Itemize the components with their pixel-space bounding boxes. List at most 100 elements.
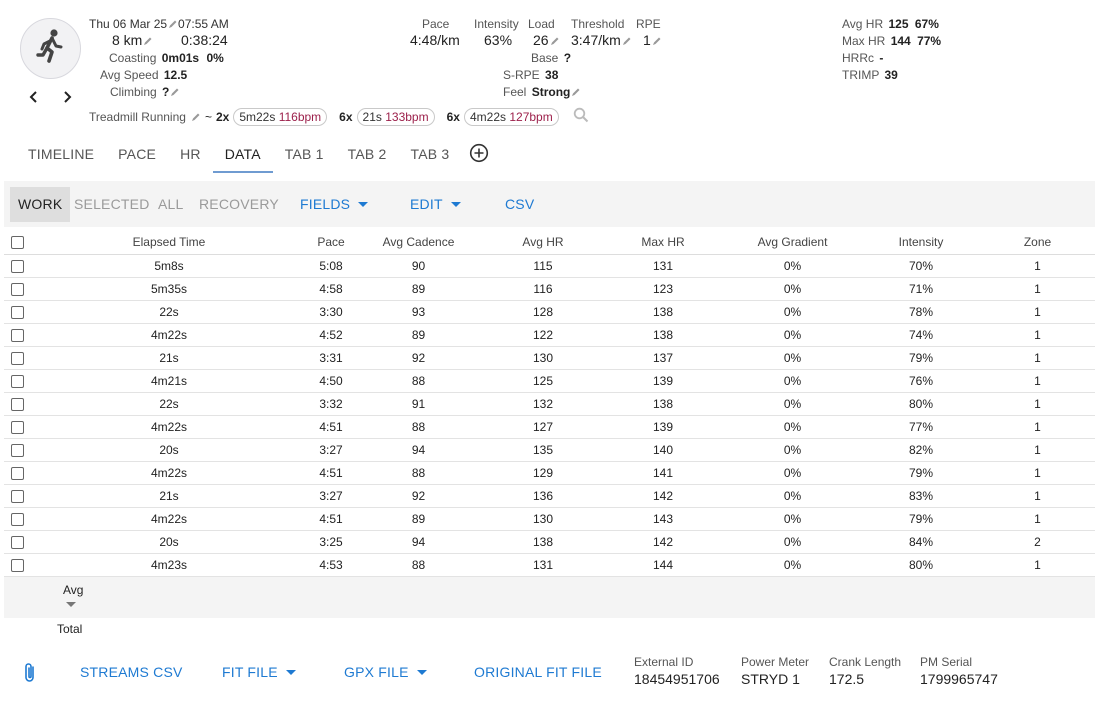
table-cell: 127 (483, 415, 603, 439)
interval-chip[interactable]: 21s 133bpm (356, 107, 435, 126)
filter-recovery-button[interactable]: RECOVERY (199, 196, 279, 212)
table-row[interactable]: 4m22s 4:51 88 127 139 0% 77% 1 (4, 415, 1095, 439)
csv-export-button[interactable]: CSV (505, 196, 535, 212)
table-cell: 139 (603, 369, 723, 393)
column-header[interactable]: Max HR (603, 230, 723, 255)
row-checkbox[interactable] (11, 305, 24, 319)
distance-value[interactable]: 8 km (112, 32, 153, 48)
row-checkbox[interactable] (11, 282, 24, 296)
tab-2[interactable]: TAB 2 (347, 146, 387, 162)
row-checkbox[interactable] (11, 259, 24, 273)
row-checkbox[interactable] (11, 512, 24, 526)
coasting-stat: Coasting 0m01s 0% (109, 51, 224, 65)
table-cell: 3:27 (308, 438, 354, 462)
row-checkbox[interactable] (11, 351, 24, 365)
filter-selected-button[interactable]: SELECTED (74, 196, 150, 212)
column-header[interactable]: Elapsed Time (30, 230, 308, 255)
fields-dropdown-button[interactable]: FIELDS (292, 187, 376, 222)
climbing-stat[interactable]: Climbing ? (110, 85, 180, 99)
table-cell: 70% (862, 254, 980, 278)
row-checkbox[interactable] (11, 466, 24, 480)
table-row[interactable]: 21s 3:31 92 130 137 0% 79% 1 (4, 346, 1095, 370)
column-header[interactable]: Avg Cadence (354, 230, 483, 255)
interval-chip[interactable]: 4m22s 127bpm (463, 107, 559, 126)
tab-3[interactable]: TAB 3 (410, 146, 450, 162)
row-checkbox[interactable] (11, 443, 24, 457)
tab-pace[interactable]: PACE (118, 146, 157, 162)
table-row[interactable]: 5m35s 4:58 89 116 123 0% 71% 1 (4, 277, 1095, 301)
column-header[interactable]: Intensity (862, 230, 980, 255)
paperclip-icon[interactable] (22, 662, 38, 687)
row-checkbox[interactable] (11, 397, 24, 411)
edit-pencil-icon[interactable] (143, 36, 153, 46)
original-fit-file-button[interactable]: ORIGINAL FIT FILE (474, 664, 602, 680)
interval-summary: Treadmill Running ~ 2x 5m22s 116bpm 6x 2… (89, 107, 589, 126)
column-header[interactable]: Zone (980, 230, 1095, 255)
edit-pencil-icon[interactable] (652, 36, 662, 46)
table-row[interactable]: 5m8s 5:08 90 115 131 0% 70% 1 (4, 254, 1095, 278)
threshold-value[interactable]: 3:47/km (571, 32, 632, 48)
table-row[interactable]: 22s 3:32 91 132 138 0% 80% 1 (4, 392, 1095, 416)
table-cell: 79% (862, 346, 980, 370)
tab-timeline[interactable]: TIMELINE (28, 146, 95, 162)
table-cell: 5:08 (308, 254, 354, 278)
table-cell: 1 (980, 392, 1095, 416)
gpx-file-dropdown-button[interactable]: GPX FILE (344, 664, 427, 680)
filter-work-button[interactable]: WORK (10, 187, 71, 222)
table-row[interactable]: 21s 3:27 92 136 142 0% 83% 1 (4, 484, 1095, 508)
table-cell: 1 (980, 369, 1095, 393)
table-row[interactable]: 4m22s 4:51 89 130 143 0% 79% 1 (4, 507, 1095, 531)
activity-type[interactable]: Treadmill Running (89, 109, 186, 124)
edit-pencil-icon[interactable] (168, 19, 178, 29)
avg-label[interactable]: Avg (63, 583, 84, 597)
interval-chip[interactable]: 5m22s 116bpm (233, 107, 328, 126)
table-cell: 82% (862, 438, 980, 462)
table-row[interactable]: 22s 3:30 93 128 138 0% 78% 1 (4, 300, 1095, 324)
column-header[interactable]: Avg Gradient (723, 230, 862, 255)
row-checkbox-cell (4, 530, 30, 554)
table-row[interactable]: 20s 3:27 94 135 140 0% 82% 1 (4, 438, 1095, 462)
streams-csv-button[interactable]: STREAMS CSV (80, 664, 183, 680)
edit-dropdown-button[interactable]: EDIT (402, 187, 469, 222)
sort-down-icon[interactable] (66, 602, 76, 607)
tab-hr[interactable]: HR (180, 146, 201, 162)
table-cell: 4:51 (308, 415, 354, 439)
next-activity-button[interactable] (58, 89, 76, 107)
table-cell: 88 (354, 461, 483, 485)
fit-file-dropdown-button[interactable]: FIT FILE (222, 664, 296, 680)
column-header[interactable]: Pace (308, 230, 354, 255)
previous-activity-button[interactable] (25, 89, 43, 107)
row-checkbox[interactable] (11, 558, 24, 572)
edit-pencil-icon[interactable] (622, 36, 632, 46)
row-checkbox[interactable] (11, 489, 24, 503)
hrrc-stat: HRRc - (842, 51, 884, 65)
table-row[interactable]: 4m22s 4:52 89 122 138 0% 74% 1 (4, 323, 1095, 347)
row-checkbox[interactable] (11, 535, 24, 549)
edit-pencil-icon[interactable] (550, 36, 560, 46)
load-value[interactable]: 26 (533, 32, 560, 48)
table-row[interactable]: 4m23s 4:53 88 131 144 0% 80% 1 (4, 553, 1095, 577)
table-row[interactable]: 4m21s 4:50 88 125 139 0% 76% 1 (4, 369, 1095, 393)
filter-all-button[interactable]: ALL (158, 196, 184, 212)
column-header[interactable]: Avg HR (483, 230, 603, 255)
edit-pencil-icon[interactable] (571, 87, 581, 97)
rpe-value[interactable]: 1 (643, 32, 662, 48)
table-row[interactable]: 4m22s 4:51 88 129 141 0% 79% 1 (4, 461, 1095, 485)
table-cell: 138 (603, 300, 723, 324)
row-checkbox-cell (4, 553, 30, 577)
edit-pencil-icon[interactable] (191, 112, 201, 122)
add-tab-button[interactable] (469, 143, 489, 166)
edit-pencil-icon[interactable] (170, 87, 180, 97)
select-all-checkbox[interactable] (11, 235, 24, 249)
table-row[interactable]: 20s 3:25 94 138 142 0% 84% 2 (4, 530, 1095, 554)
row-checkbox[interactable] (11, 374, 24, 388)
row-checkbox[interactable] (11, 420, 24, 434)
caret-down-icon (358, 202, 369, 207)
table-cell: 0% (723, 346, 862, 370)
row-checkbox[interactable] (11, 328, 24, 342)
table-cell: 140 (603, 438, 723, 462)
tab-1[interactable]: TAB 1 (284, 146, 324, 162)
search-icon[interactable] (573, 107, 589, 126)
feel-stat[interactable]: Feel Strong (503, 85, 581, 99)
tab-data[interactable]: DATA (212, 140, 273, 173)
